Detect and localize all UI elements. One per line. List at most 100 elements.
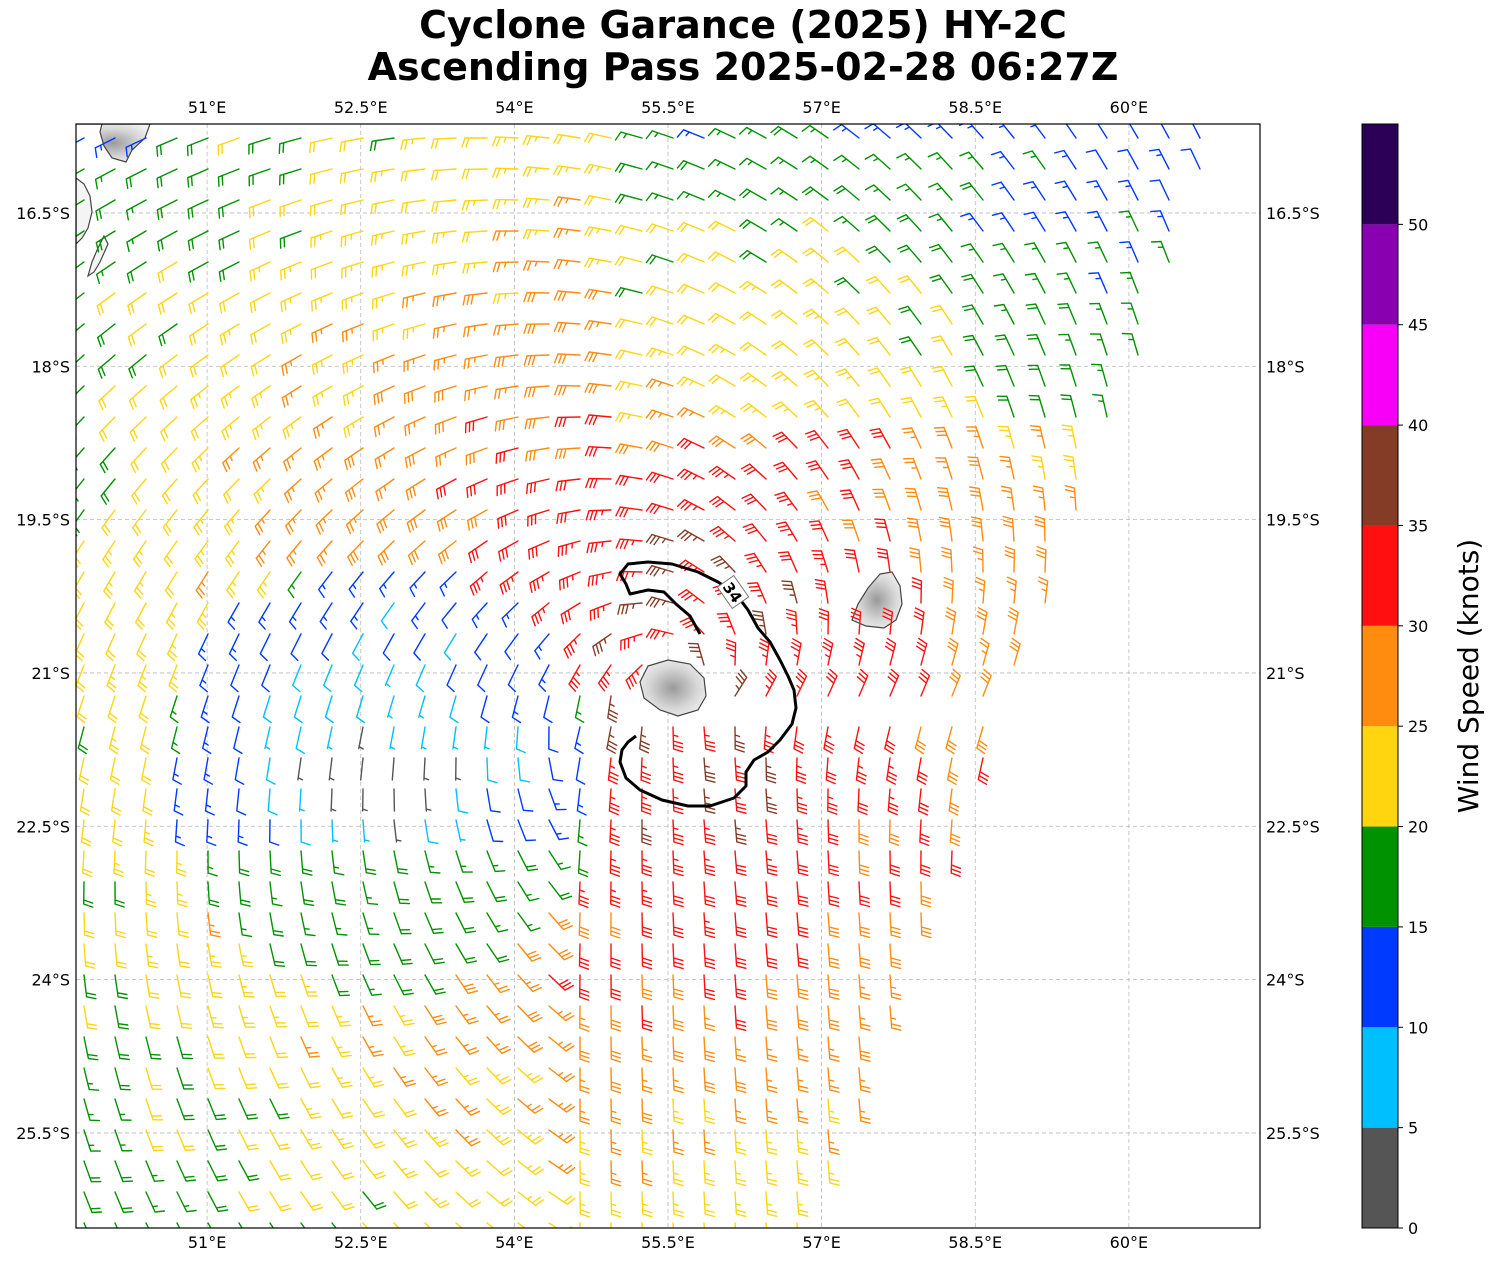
wind-barb-path <box>639 726 650 754</box>
wind-barb-path <box>492 292 519 304</box>
wind-barb <box>739 188 767 201</box>
wind-barb <box>597 664 612 692</box>
wind-barb <box>407 540 426 565</box>
wind-barb-path <box>288 602 302 630</box>
wind-barb <box>517 943 542 962</box>
wind-barb <box>517 1005 543 1023</box>
wind-barb-path <box>348 571 364 598</box>
wind-barb <box>141 757 152 785</box>
wind-barb-path <box>401 230 426 245</box>
wind-barb <box>238 1160 260 1182</box>
wind-barb <box>725 639 737 666</box>
wind-barb-path <box>112 819 123 847</box>
wind-barb-path <box>734 912 747 938</box>
wind-barb-path <box>607 695 619 723</box>
wind-barb-path <box>938 516 953 542</box>
wind-barb <box>964 395 984 418</box>
wind-barb <box>176 1067 195 1090</box>
colorbar-tick-label-0: 0 <box>1408 1219 1418 1238</box>
wind-barb <box>827 943 840 969</box>
wind-barb <box>734 974 747 1000</box>
wind-barb-path <box>424 974 446 995</box>
wind-barb <box>585 477 612 489</box>
wind-barb <box>739 280 767 294</box>
wind-barb <box>1089 302 1108 325</box>
wind-barb-path <box>610 881 621 908</box>
wind-barb <box>384 664 395 688</box>
wind-barb-path <box>796 850 809 876</box>
wind-barb-path <box>609 850 621 877</box>
lon-tick-label-bottom-4: 57°E <box>802 1233 840 1252</box>
wind-barb <box>898 305 922 325</box>
wind-barb-path <box>584 257 612 268</box>
wind-barb <box>641 819 652 846</box>
wind-barb-path <box>976 607 988 635</box>
wind-barb-path <box>615 443 643 455</box>
wind-barb-path <box>207 1098 227 1121</box>
wind-barb <box>1121 332 1139 356</box>
wind-barb <box>889 912 901 939</box>
wind-barb <box>486 757 498 784</box>
wind-barb <box>899 366 922 387</box>
wind-barb <box>203 757 214 785</box>
wind-barb <box>194 540 209 568</box>
wind-barb <box>703 1005 716 1032</box>
wind-barb-path <box>137 664 148 693</box>
wind-barb-path <box>486 788 501 813</box>
wind-barb <box>710 555 736 573</box>
wind-barb-path <box>331 1222 337 1228</box>
wind-barb <box>132 509 147 536</box>
wind-barb <box>403 385 426 405</box>
wind-barb-path <box>360 757 364 781</box>
wind-barb-path <box>734 1036 747 1062</box>
wind-barb-path <box>927 152 953 170</box>
wind-barb <box>280 292 302 313</box>
wind-barb-path <box>455 1129 481 1147</box>
wind-barb-path <box>1024 272 1046 294</box>
wind-barb <box>207 1067 226 1090</box>
wind-barb <box>300 1129 323 1150</box>
wind-barb-path <box>703 850 716 876</box>
wind-barb <box>858 943 871 969</box>
wind-barb-path <box>672 1036 684 1063</box>
wind-barb <box>534 633 550 660</box>
wind-barb <box>511 695 522 724</box>
wind-barb <box>300 850 313 876</box>
wind-barb-path <box>113 850 124 878</box>
wind-barb-path <box>436 509 457 532</box>
wind-barb <box>802 247 829 263</box>
wind-barb-path <box>995 364 1015 387</box>
wind-barb <box>435 447 457 468</box>
wind-barb-path <box>703 974 716 1001</box>
wind-barb-path <box>872 488 891 511</box>
wind-barb-path <box>827 881 840 907</box>
wind-barb <box>423 757 430 781</box>
wind-barb-path <box>548 850 571 871</box>
wind-barb-path <box>517 1222 541 1228</box>
wind-barb-path <box>950 850 962 877</box>
wind-barb-path <box>555 478 581 492</box>
wind-barb <box>858 1098 871 1124</box>
wind-barb <box>441 602 457 629</box>
wind-barb-path <box>796 912 809 938</box>
wind-barb-path <box>94 137 116 158</box>
wind-barb <box>1024 242 1046 263</box>
wind-barb-path <box>808 520 829 542</box>
wind-barb <box>1028 394 1046 418</box>
wind-barb <box>1027 364 1046 387</box>
wind-barb-path <box>162 509 178 536</box>
wind-barb <box>827 1067 840 1093</box>
wind-barb-path <box>553 353 581 364</box>
wind-barb-path <box>269 943 286 967</box>
wind-barb <box>504 633 519 661</box>
wind-barb <box>645 565 674 577</box>
wind-barb-path <box>676 129 705 139</box>
wind-barb <box>610 943 621 970</box>
wind-barb <box>278 137 302 154</box>
wind-barb-path <box>432 292 457 308</box>
wind-barb-path <box>527 509 550 527</box>
colorbar-bin-0 <box>1362 1127 1398 1228</box>
wind-barb <box>876 547 891 573</box>
wind-barb-path <box>802 247 829 263</box>
wind-barb-path <box>497 509 519 529</box>
